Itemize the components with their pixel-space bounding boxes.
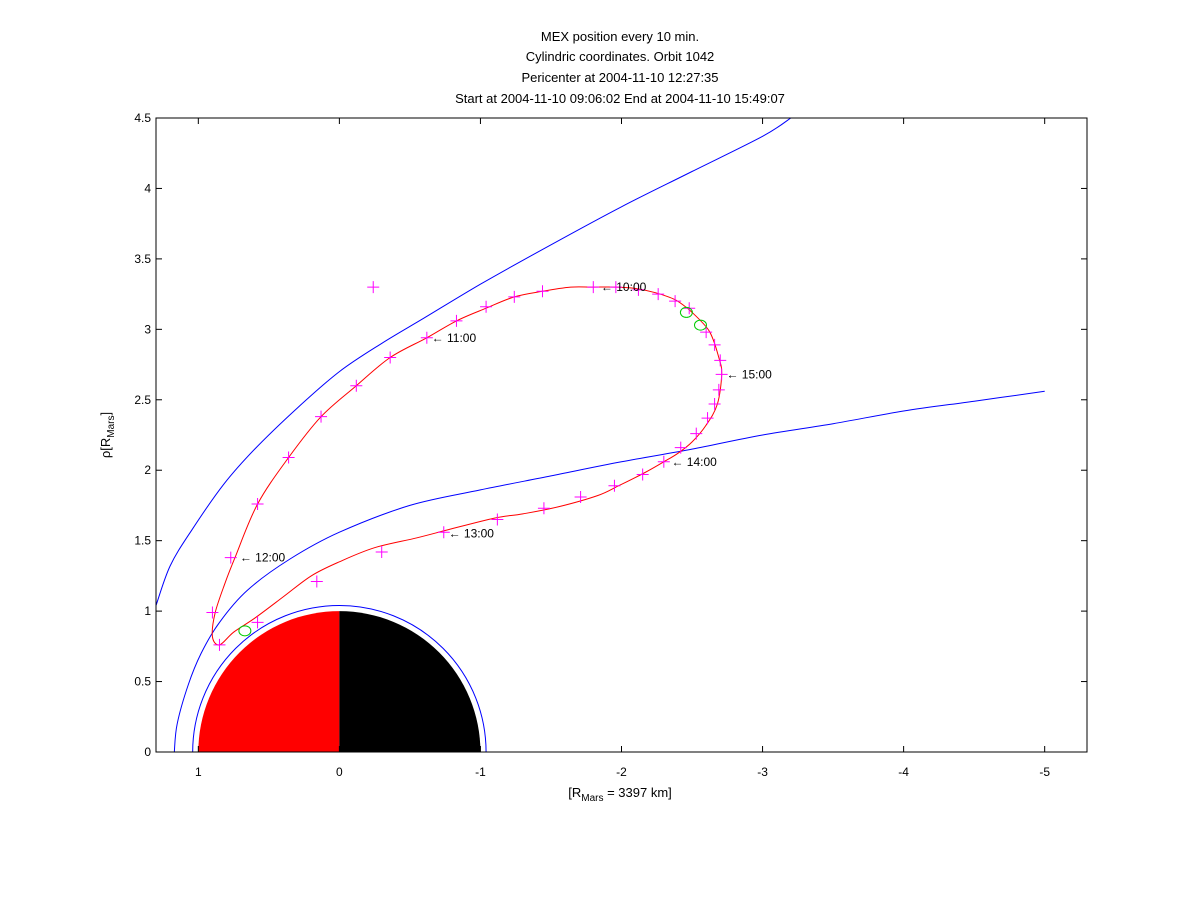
position-marker <box>669 295 682 308</box>
y-tick-label: 0.5 <box>134 675 151 689</box>
position-marker <box>701 412 714 425</box>
position-marker <box>536 285 549 298</box>
x-tick-label: -4 <box>898 765 909 779</box>
position-marker <box>508 290 521 303</box>
position-marker <box>375 545 388 558</box>
position-marker <box>636 468 649 481</box>
position-marker <box>437 526 450 539</box>
y-tick-label: 3 <box>144 322 151 336</box>
position-marker <box>690 427 703 440</box>
time-annotation: ← 15:00 <box>726 367 772 381</box>
position-marker <box>674 441 687 454</box>
position-marker <box>310 575 323 588</box>
title-line-3: Pericenter at 2004-11-10 12:27:35 <box>521 70 718 85</box>
boundary-crossing-circle <box>238 625 252 637</box>
position-marker <box>712 383 725 396</box>
bow-shock-line <box>156 118 792 606</box>
position-marker <box>652 288 665 301</box>
position-marker <box>587 281 600 294</box>
position-marker <box>206 606 219 619</box>
mars-nightside <box>339 611 481 752</box>
position-marker <box>657 455 670 468</box>
position-marker <box>715 368 728 381</box>
y-tick-label: 4.5 <box>134 111 151 125</box>
boundary-crossing-circle <box>679 306 693 318</box>
position-marker <box>708 398 721 411</box>
position-marker <box>251 616 264 629</box>
y-tick-label: 2 <box>144 463 151 477</box>
y-tick-label: 2.5 <box>134 393 151 407</box>
time-annotation: ← 13:00 <box>449 527 495 541</box>
x-tick-label: -5 <box>1039 765 1050 779</box>
plot-clip-group <box>156 118 1045 752</box>
position-marker <box>420 331 433 344</box>
y-tick-label: 0 <box>144 745 151 759</box>
position-marker <box>632 283 645 296</box>
y-axis-label: ρ[RMars] <box>98 412 117 458</box>
title-line-4: Start at 2004-11-10 09:06:02 End at 2004… <box>455 91 785 106</box>
position-marker <box>251 498 264 511</box>
position-marker <box>537 502 550 515</box>
position-marker <box>574 490 587 503</box>
time-annotation: ← 14:00 <box>671 455 717 469</box>
y-tick-label: 1 <box>144 604 151 618</box>
mpb-line <box>173 390 1045 752</box>
position-marker <box>350 379 363 392</box>
y-tick-label: 4 <box>144 181 151 195</box>
position-marker <box>367 281 380 294</box>
x-tick-label: -3 <box>757 765 768 779</box>
chart-title: MEX position every 10 min. Cylindric coo… <box>455 29 785 106</box>
y-tick-label: 1.5 <box>134 534 151 548</box>
y-tick-label: 3.5 <box>134 252 151 266</box>
obstacle-boundary <box>192 604 487 752</box>
position-marker <box>384 351 397 364</box>
plot-area: ← 10:00 ← 11:00 ← 12:00 ← 13:00 ← 14:00 ← 15:… <box>156 118 1045 752</box>
boundary-crossing-circle <box>693 319 707 331</box>
position-marker <box>224 551 237 564</box>
position-marker <box>608 479 621 492</box>
position-marker <box>491 513 504 526</box>
time-annotation: ← 11:00 <box>432 331 477 345</box>
position-marker <box>714 354 727 367</box>
axis-ticks: 1 0 -1 -2 -3 -4 -5 0 0.5 1 1.5 2 2.5 3 3.5 4 4.5 <box>134 111 1087 779</box>
x-tick-label: -1 <box>475 765 486 779</box>
position-marker <box>450 314 463 327</box>
x-tick-label: 1 <box>195 765 202 779</box>
x-tick-label: -2 <box>616 765 627 779</box>
mars-dayside <box>198 611 340 752</box>
x-axis-label: [RMars = 3397 km] <box>568 785 672 804</box>
position-marker <box>282 451 295 464</box>
position-marker <box>213 638 226 651</box>
position-marker <box>708 338 721 351</box>
position-marker <box>480 300 493 313</box>
time-annotation: ← 12:00 <box>240 551 286 565</box>
orbit-path <box>211 286 723 646</box>
position-marker <box>609 281 622 294</box>
time-annotation: ← 10:00 <box>601 280 647 294</box>
title-line-1: MEX position every 10 min. <box>541 29 699 44</box>
title-line-2: Cylindric coordinates. Orbit 1042 <box>526 49 715 64</box>
position-marker <box>700 326 713 339</box>
position-marker <box>315 410 328 423</box>
x-tick-label: 0 <box>336 765 343 779</box>
